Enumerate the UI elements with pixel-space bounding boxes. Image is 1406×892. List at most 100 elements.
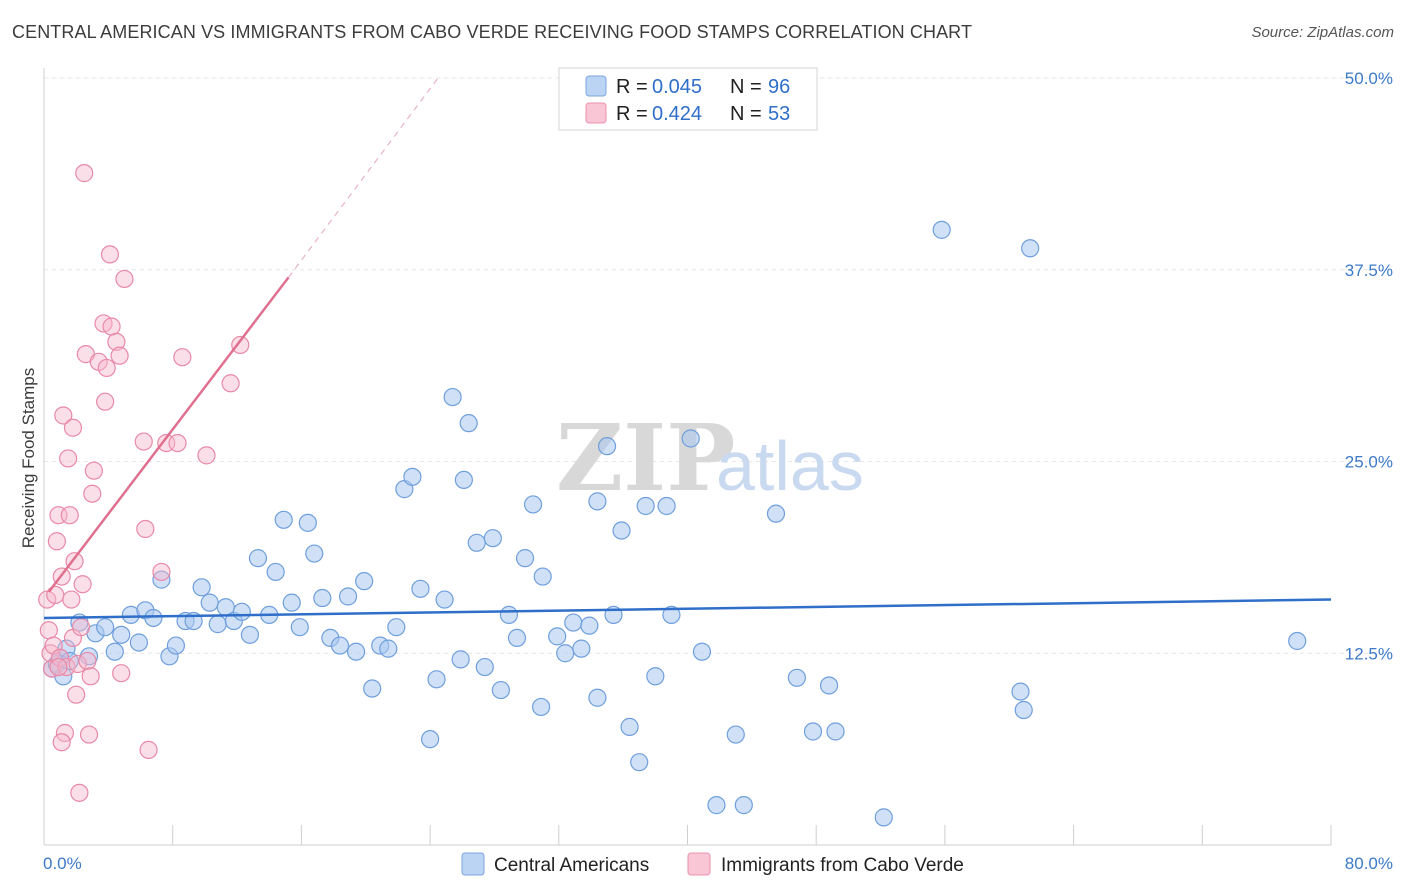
data-point-central-american <box>580 616 599 635</box>
data-point-central-american <box>346 642 366 661</box>
y-tick-label: 25.0% <box>1345 453 1393 472</box>
trend-line-cabo-verde <box>47 276 290 593</box>
data-point-central-american <box>692 642 712 661</box>
bottom-legend-label-pink: Immigrants from Cabo Verde <box>721 855 964 876</box>
data-point-central-american <box>105 642 124 661</box>
data-point-central-american <box>435 590 454 609</box>
data-point-central-american <box>507 628 527 648</box>
data-point-central-american <box>588 492 607 511</box>
y-tick-label: 37.5% <box>1345 261 1393 280</box>
data-point-central-american <box>662 605 681 625</box>
data-point-cabo-verde <box>134 432 153 451</box>
data-point-central-american <box>646 667 665 686</box>
legend-r-label-1: R = <box>616 76 648 98</box>
series-central-americans <box>42 220 1307 827</box>
data-point-cabo-verde <box>47 532 66 551</box>
data-point-cabo-verde <box>115 269 134 289</box>
data-point-central-american <box>707 796 726 815</box>
data-point-central-american <box>305 544 324 563</box>
data-point-central-american <box>338 587 358 606</box>
data-point-central-american <box>166 636 186 655</box>
data-point-central-american <box>636 496 655 516</box>
data-point-central-american <box>533 567 552 586</box>
data-point-cabo-verde <box>78 651 97 671</box>
y-axis-title: Receiving Food Stamps <box>19 368 38 548</box>
data-point-cabo-verde <box>102 317 121 336</box>
data-point-cabo-verde <box>139 740 158 759</box>
legend-n-value-2: 53 <box>768 103 790 125</box>
legend-swatch-blue <box>585 75 607 97</box>
data-point-central-american <box>819 676 839 695</box>
data-point-central-american <box>459 414 478 433</box>
data-point-central-american <box>313 588 332 608</box>
watermark: ZIP atlas <box>556 404 864 512</box>
data-point-cabo-verde <box>168 433 187 453</box>
data-point-cabo-verde <box>100 245 120 264</box>
data-point-central-american <box>491 680 510 700</box>
data-point-central-american <box>298 513 317 532</box>
trend-lines <box>43 77 1332 620</box>
bottom-legend-label-blue: Central Americans <box>494 855 649 876</box>
data-point-central-american <box>620 717 639 736</box>
data-point-cabo-verde <box>173 348 192 367</box>
data-point-central-american <box>826 722 845 741</box>
y-tick-label: 12.5% <box>1345 644 1393 663</box>
data-point-cabo-verde <box>63 418 83 437</box>
data-point-central-american <box>208 615 227 634</box>
x-tick-label-max: 80.0% <box>1345 854 1393 873</box>
data-point-central-american <box>572 639 591 658</box>
data-point-central-american <box>240 625 260 644</box>
data-point-cabo-verde <box>39 621 58 640</box>
data-point-central-american <box>454 470 473 490</box>
data-point-cabo-verde <box>49 657 68 677</box>
data-point-cabo-verde <box>231 335 250 355</box>
legend: R = 0.045 N = 96 R = 0.424 N = 53 <box>558 67 818 131</box>
data-point-central-american <box>1021 239 1040 258</box>
data-point-central-american <box>421 730 440 749</box>
data-point-cabo-verde <box>60 506 79 525</box>
legend-r-value-1: 0.045 <box>652 76 702 98</box>
legend-r-label-2: R = <box>616 103 648 125</box>
data-point-central-american <box>355 572 374 591</box>
x-ticks <box>43 825 1332 845</box>
legend-swatch-pink <box>585 102 607 124</box>
data-point-cabo-verde <box>46 585 65 605</box>
gridlines <box>44 77 1392 654</box>
data-point-central-american <box>144 608 163 628</box>
data-point-central-american <box>515 549 535 568</box>
data-point-central-american <box>129 633 149 652</box>
data-point-cabo-verde <box>96 392 115 411</box>
legend-n-value-1: 96 <box>768 76 790 98</box>
data-point-central-american <box>266 562 285 582</box>
data-point-cabo-verde <box>81 667 100 686</box>
y-tick-labels: 12.5% 25.0% 37.5% 50.0% <box>1345 69 1393 663</box>
legend-r-value-2: 0.424 <box>652 103 702 125</box>
bottom-legend-swatch-blue <box>461 852 485 876</box>
chart-title: CENTRAL AMERICAN VS IMMIGRANTS FROM CABO… <box>12 22 973 42</box>
data-point-cabo-verde <box>136 519 155 539</box>
data-point-central-american <box>248 549 268 568</box>
data-point-central-american <box>499 605 519 625</box>
data-point-central-american <box>766 504 786 523</box>
data-point-central-american <box>330 636 350 655</box>
source-label: Source: ZipAtlas.com <box>1251 24 1394 41</box>
data-point-central-american <box>232 602 251 621</box>
data-point-central-american <box>387 618 406 637</box>
data-point-central-american <box>630 753 649 772</box>
data-point-central-american <box>523 495 543 514</box>
data-point-central-american <box>475 657 494 677</box>
legend-n-label-1: N = <box>730 76 762 98</box>
data-point-central-american <box>427 670 446 689</box>
data-point-central-american <box>96 618 115 637</box>
data-point-central-american <box>548 627 567 646</box>
watermark-atlas: atlas <box>716 427 864 505</box>
data-point-cabo-verde <box>152 562 171 582</box>
watermark-zip: ZIP <box>556 404 735 512</box>
data-point-cabo-verde <box>97 358 116 378</box>
series-cabo-verde <box>38 164 250 802</box>
data-point-cabo-verde <box>221 374 240 393</box>
bottom-legend: Central Americans Immigrants from Cabo V… <box>461 852 964 876</box>
y-tick-label: 50.0% <box>1345 69 1393 88</box>
data-point-cabo-verde <box>67 685 86 704</box>
